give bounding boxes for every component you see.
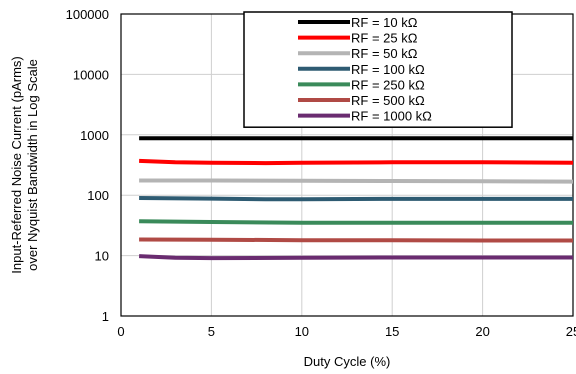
legend-label: RF = 10 kΩ: [351, 15, 418, 30]
legend-box: [243, 11, 513, 128]
y-tick-label: 1: [102, 309, 109, 324]
x-tick-label: 25: [566, 324, 576, 339]
y-axis-title-line2: over Nyquist Bandwidth in Log Scale: [25, 59, 40, 271]
legend-label: RF = 250 kΩ: [351, 77, 425, 92]
series-line-7: [139, 254, 573, 261]
series-line-5: [139, 219, 573, 225]
x-tick-label: 0: [117, 324, 124, 339]
y-tick-label: 100000: [66, 7, 109, 22]
series-layer: [139, 136, 574, 261]
series-line-3: [139, 178, 574, 184]
series-line-6: [139, 237, 573, 243]
y-tick-label: 100: [87, 188, 109, 203]
y-tick-label: 10: [95, 249, 109, 264]
series-line-2: [139, 158, 574, 166]
tick-layer: 0 5 10 15 20 25 1 10 100 1000 10000 100000: [66, 7, 576, 339]
x-tick-label: 15: [385, 324, 399, 339]
x-axis-title: Duty Cycle (%): [304, 354, 391, 369]
x-tick-label: 5: [208, 324, 215, 339]
legend-label: RF = 50 kΩ: [351, 46, 418, 61]
x-tick-label: 10: [295, 324, 309, 339]
y-tick-label: 10000: [73, 67, 109, 82]
legend-label: RF = 500 kΩ: [351, 93, 425, 108]
legend-label: RF = 25 kΩ: [351, 31, 418, 46]
series-line-4: [139, 196, 573, 202]
y-axis-title-line1: Input-Referred Noise Current (pArms): [9, 56, 24, 273]
legend-label: RF = 1000 kΩ: [351, 109, 432, 124]
x-tick-label: 20: [475, 324, 489, 339]
legend-label: RF = 100 kΩ: [351, 62, 425, 77]
y-tick-label: 1000: [80, 128, 109, 143]
